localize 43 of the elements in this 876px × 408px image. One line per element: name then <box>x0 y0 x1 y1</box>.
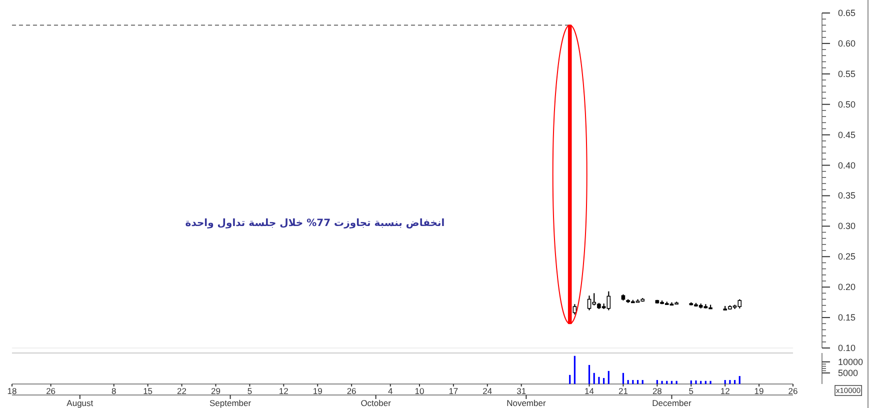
y-tick-label: 0.40 <box>838 160 856 170</box>
y-tick-label: 0.30 <box>838 221 856 232</box>
y-tick-label: 0.25 <box>838 252 856 262</box>
x-tick-label: 24 <box>482 386 492 396</box>
x-tick-label: 14 <box>584 386 594 396</box>
x-tick-label: 19 <box>312 386 323 396</box>
annotation: انخفاض بنسبة تجاوزت 77% خلال جلسة تداول واحدة <box>185 218 445 229</box>
x-tick-label: 31 <box>516 386 526 396</box>
x-tick-label: 18 <box>7 386 17 396</box>
x2-tick-label: November <box>506 398 546 408</box>
x2-tick-label: October <box>360 398 392 408</box>
x-tick-label: 22 <box>177 386 187 396</box>
x-tick-label: 5 <box>688 386 694 396</box>
x-tick-label: 4 <box>388 386 394 396</box>
x-tick-label: 26 <box>346 386 357 396</box>
y-tick-label: 0.65 <box>838 8 856 18</box>
x-tick-label: 21 <box>618 386 628 396</box>
x-tick-label: 12 <box>720 386 730 396</box>
y-tick-label: 0.55 <box>838 68 856 79</box>
x2-tick-label: December <box>652 398 692 408</box>
x-tick-label: 5 <box>247 386 252 396</box>
y-tick-label: 0.15 <box>838 312 856 323</box>
y-tick-label: 0.10 <box>838 343 856 353</box>
x2-tick-label: August <box>66 398 94 408</box>
y-tick-label: 0.45 <box>838 130 856 140</box>
x-tick-label: 15 <box>143 386 153 396</box>
y-tick-label: 0.50 <box>838 99 856 110</box>
x2-tick-label: September <box>209 398 252 408</box>
x-tick-label: 29 <box>211 386 221 396</box>
y-tick-label: 10000 <box>838 356 864 367</box>
x-tick-label: 28 <box>652 386 662 396</box>
x-tick-label: 19 <box>754 386 764 396</box>
y-tick-label: 0.20 <box>838 282 856 292</box>
y-tick-label: 0.35 <box>838 190 856 201</box>
x-tick-label: 26 <box>46 386 56 396</box>
candlestick <box>572 304 577 316</box>
x-tick-label: 10 <box>414 386 424 396</box>
y-tick-label: 0.60 <box>838 38 856 48</box>
x-tick-label: 17 <box>448 386 458 396</box>
y-tick-label: 5000 <box>838 368 858 378</box>
x-tick-label: 8 <box>112 386 116 396</box>
x-tick-label: 12 <box>278 386 289 396</box>
x-tick-label: 26 <box>788 386 798 396</box>
